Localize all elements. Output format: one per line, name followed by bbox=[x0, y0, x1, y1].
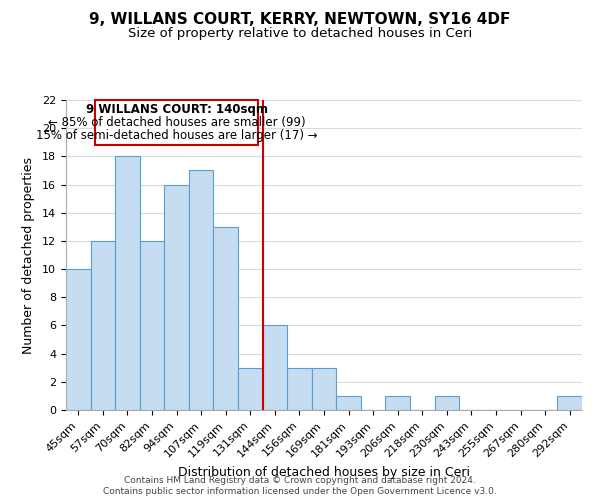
Bar bbox=[336, 396, 361, 410]
Bar bbox=[66, 269, 91, 410]
Bar bbox=[91, 241, 115, 410]
Text: Contains HM Land Registry data © Crown copyright and database right 2024.: Contains HM Land Registry data © Crown c… bbox=[124, 476, 476, 485]
Bar bbox=[557, 396, 582, 410]
Bar bbox=[164, 184, 189, 410]
Bar bbox=[95, 100, 257, 145]
Bar bbox=[434, 396, 459, 410]
Bar bbox=[189, 170, 214, 410]
Bar bbox=[140, 241, 164, 410]
Bar bbox=[238, 368, 263, 410]
X-axis label: Distribution of detached houses by size in Ceri: Distribution of detached houses by size … bbox=[178, 466, 470, 478]
Bar bbox=[115, 156, 140, 410]
Y-axis label: Number of detached properties: Number of detached properties bbox=[22, 156, 35, 354]
Text: ← 85% of detached houses are smaller (99): ← 85% of detached houses are smaller (99… bbox=[48, 116, 305, 129]
Text: 9, WILLANS COURT, KERRY, NEWTOWN, SY16 4DF: 9, WILLANS COURT, KERRY, NEWTOWN, SY16 4… bbox=[89, 12, 511, 28]
Text: Size of property relative to detached houses in Ceri: Size of property relative to detached ho… bbox=[128, 28, 472, 40]
Bar bbox=[214, 227, 238, 410]
Text: 9 WILLANS COURT: 140sqm: 9 WILLANS COURT: 140sqm bbox=[86, 104, 268, 117]
Text: 15% of semi-detached houses are larger (17) →: 15% of semi-detached houses are larger (… bbox=[36, 128, 317, 141]
Text: Contains public sector information licensed under the Open Government Licence v3: Contains public sector information licen… bbox=[103, 488, 497, 496]
Bar bbox=[263, 326, 287, 410]
Bar bbox=[385, 396, 410, 410]
Bar bbox=[312, 368, 336, 410]
Bar bbox=[287, 368, 312, 410]
